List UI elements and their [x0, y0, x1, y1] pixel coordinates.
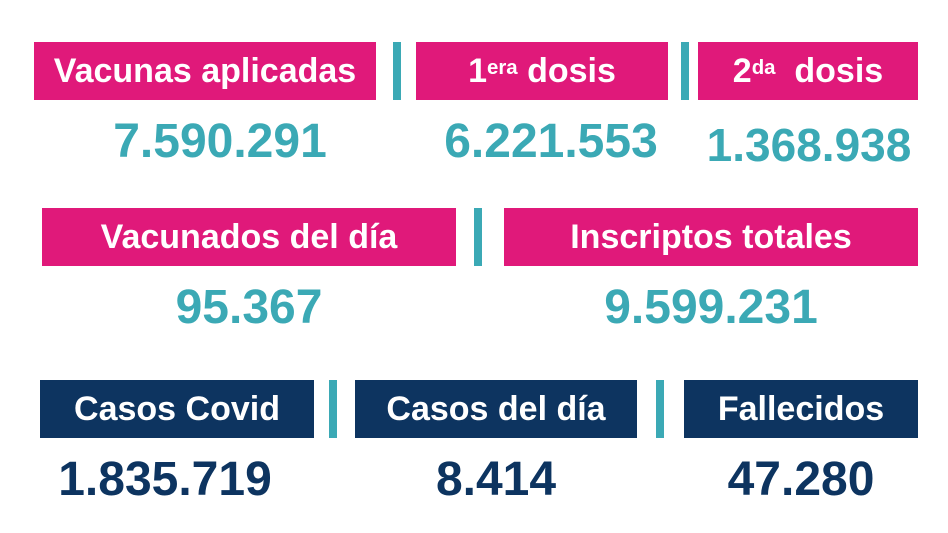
vacunados-del-dia-label: Vacunados del día	[42, 208, 456, 266]
fallecidos-label-text: Fallecidos	[717, 389, 885, 428]
inscriptos-totales-label-text: Inscriptos totales	[570, 217, 852, 256]
vacunas-aplicadas-label-text: Vacunas aplicadas	[53, 51, 357, 90]
separator	[656, 380, 664, 438]
casos-covid-value: 1.835.719	[58, 453, 272, 506]
separator	[474, 208, 482, 266]
separator	[681, 42, 689, 100]
primera-dosis-value: 6.221.553	[444, 115, 658, 168]
casos-covid-label: Casos Covid	[40, 380, 314, 438]
primera-dosis-num: 1	[468, 51, 488, 90]
segunda-dosis-value: 1.368.938	[706, 119, 912, 171]
primera-dosis-label: 1 era dosis	[416, 42, 668, 100]
vacunas-aplicadas-label: Vacunas aplicadas	[34, 42, 376, 100]
fallecidos-label: Fallecidos	[684, 380, 918, 438]
casos-del-dia-label: Casos del día	[355, 380, 637, 438]
fallecidos-value: 47.280	[727, 453, 875, 506]
casos-covid-label-text: Casos Covid	[74, 389, 280, 428]
vacunados-del-dia-label-text: Vacunados del día	[100, 217, 398, 256]
casos-del-dia-value: 8.414	[435, 453, 557, 506]
segunda-dosis-rest: dosis	[775, 51, 884, 90]
primera-dosis-rest: dosis	[517, 51, 616, 90]
vacunados-del-dia-value: 95.367	[175, 281, 323, 334]
segunda-dosis-num: 2	[732, 51, 752, 90]
segunda-dosis-label: 2 da dosis	[698, 42, 918, 100]
casos-del-dia-label-text: Casos del día	[386, 389, 606, 428]
separator	[329, 380, 337, 438]
inscriptos-totales-label: Inscriptos totales	[504, 208, 918, 266]
separator	[393, 42, 401, 100]
vacunas-aplicadas-value: 7.590.291	[113, 115, 327, 168]
inscriptos-totales-value: 9.599.231	[604, 281, 818, 334]
